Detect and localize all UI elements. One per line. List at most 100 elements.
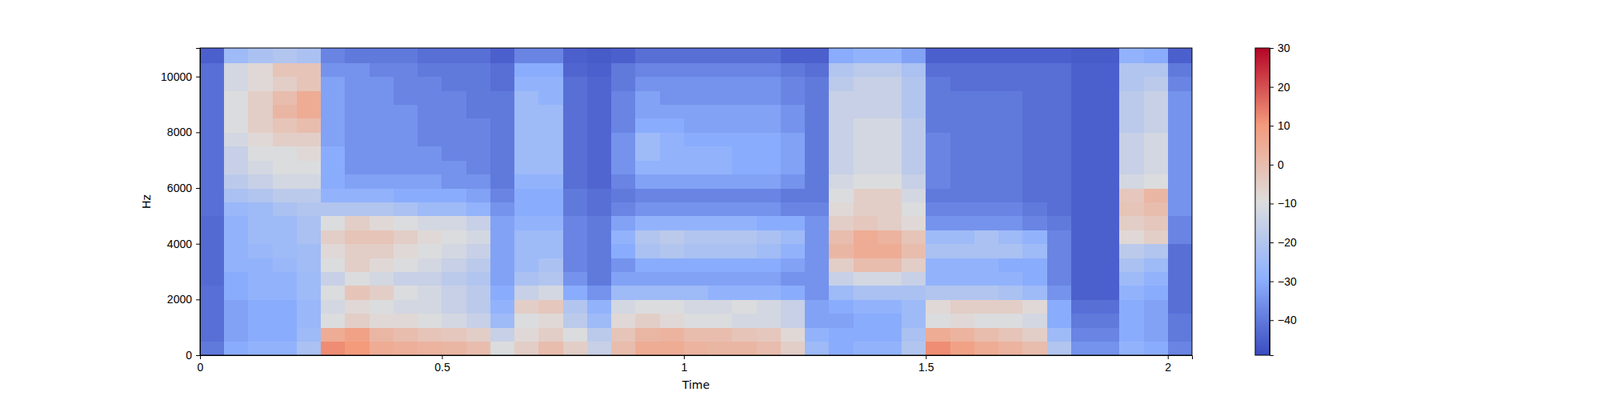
cell <box>248 313 273 328</box>
cell <box>514 90 540 105</box>
cell <box>538 174 564 189</box>
cell <box>756 48 782 64</box>
cell <box>853 299 879 314</box>
cell <box>538 201 564 216</box>
cell <box>393 341 419 356</box>
cell <box>853 174 879 189</box>
cell <box>780 216 806 231</box>
cell <box>1144 118 1169 133</box>
cell <box>877 90 903 105</box>
cell <box>417 272 443 287</box>
cell <box>804 216 830 231</box>
cell <box>1047 272 1072 287</box>
cell <box>804 76 830 92</box>
cell <box>344 118 370 133</box>
cell <box>974 257 1000 272</box>
cell <box>490 174 516 189</box>
cell <box>1047 244 1072 259</box>
x-axis: 00.511.52 <box>197 355 1193 374</box>
cell <box>1022 327 1048 342</box>
cell <box>901 341 927 356</box>
cell <box>1047 146 1072 161</box>
cell <box>1119 118 1144 133</box>
cell <box>320 146 346 161</box>
cell <box>1119 160 1144 175</box>
cell <box>635 341 660 356</box>
cell <box>925 48 951 64</box>
cell <box>538 313 564 328</box>
cell <box>320 160 346 175</box>
cell <box>563 188 588 203</box>
cell <box>272 90 298 105</box>
cell <box>587 76 612 92</box>
cell <box>1071 76 1096 92</box>
cell <box>490 285 516 300</box>
cell <box>200 244 225 259</box>
cell <box>1071 62 1096 77</box>
cell <box>369 285 395 300</box>
cell <box>780 132 806 147</box>
cell <box>828 285 854 300</box>
cell <box>635 188 660 203</box>
cell <box>1095 90 1120 105</box>
tick: −40 <box>1269 313 1297 327</box>
cell <box>1071 285 1096 300</box>
cell <box>901 62 927 77</box>
cell <box>1047 327 1072 342</box>
cell <box>224 76 249 92</box>
cell <box>684 90 709 105</box>
cell <box>611 244 636 259</box>
cell <box>466 244 492 259</box>
cell <box>490 48 516 64</box>
cell <box>804 257 830 272</box>
cell <box>417 285 443 300</box>
cell <box>393 90 419 105</box>
cell <box>950 62 976 77</box>
cell <box>296 76 322 92</box>
cell <box>296 285 322 300</box>
cell <box>441 160 467 175</box>
cell <box>708 229 733 244</box>
cell <box>1168 118 1192 133</box>
cell <box>272 76 298 92</box>
tick-mark <box>196 244 200 245</box>
cell <box>708 62 733 77</box>
cell <box>490 299 516 314</box>
cell <box>272 132 298 147</box>
cell <box>732 272 757 287</box>
cell <box>828 341 854 356</box>
cell <box>853 313 879 328</box>
cell <box>853 327 879 342</box>
cell <box>611 48 636 64</box>
cell <box>877 272 903 287</box>
cell <box>587 216 612 231</box>
cell <box>804 62 830 77</box>
cell <box>200 104 225 120</box>
cell <box>1168 229 1192 244</box>
cell <box>804 160 830 175</box>
cell <box>901 174 927 189</box>
cell <box>974 90 1000 105</box>
cell <box>660 146 685 161</box>
cell <box>272 285 298 300</box>
cell <box>828 62 854 77</box>
cell <box>756 216 782 231</box>
cell <box>224 257 249 272</box>
cell <box>974 62 1000 77</box>
cell <box>756 201 782 216</box>
cell <box>538 285 564 300</box>
cell <box>441 244 467 259</box>
cell <box>417 216 443 231</box>
cell <box>1095 257 1120 272</box>
cell <box>684 216 709 231</box>
cell <box>563 313 588 328</box>
cell <box>587 229 612 244</box>
cell <box>611 62 636 77</box>
cell <box>925 62 951 77</box>
cell <box>538 216 564 231</box>
cell <box>272 327 298 342</box>
cell <box>296 244 322 259</box>
tick-mark <box>441 355 443 360</box>
cell <box>684 272 709 287</box>
cell <box>635 201 660 216</box>
